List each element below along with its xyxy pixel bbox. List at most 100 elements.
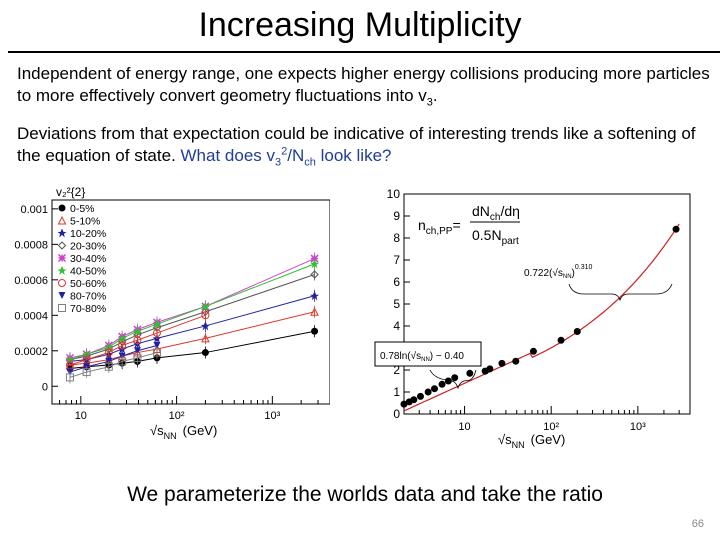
v2-data-point: [104, 362, 113, 371]
multiplicity-ylabel: nch,PP= dNch/dη 0.5Npart: [418, 203, 520, 247]
multiplicity-ytick-label: 1: [393, 385, 400, 399]
v2-legend-label: 20-30%: [70, 241, 106, 253]
v2-data-point: [133, 336, 142, 345]
v2-legend-label: 30-40%: [70, 253, 106, 265]
multiplicity-data-point: [416, 392, 424, 400]
v2-data-point: [310, 259, 320, 269]
v2-data-point: [65, 373, 74, 382]
v2-chart-ytick-label: 0: [42, 381, 48, 393]
question-sub: 3: [275, 156, 282, 169]
v2-series-line: [69, 263, 315, 361]
v2-legend-marker: [57, 266, 67, 275]
paragraph-energy: Independent of energy range, one expects…: [17, 63, 717, 108]
v2-data-point: [310, 291, 320, 301]
multiplicity-data-point: [512, 357, 520, 365]
v2-data-point: [200, 321, 210, 331]
title-divider: [8, 51, 720, 53]
svg-text:0.722(√sNN)0.310: 0.722(√sNN)0.310: [524, 264, 593, 280]
multiplicity-ytick-label: 10: [387, 187, 401, 201]
v2-chart-xtick-label: 10: [75, 410, 87, 422]
multiplicity-data-point: [573, 328, 581, 335]
multiplicity-data-point: [431, 385, 439, 393]
multiplicity-xtick-label: 10²: [543, 421, 559, 433]
v2-data-point: [132, 326, 142, 336]
v2-legend-label: 40-50%: [70, 266, 106, 278]
v2-legend-marker: [58, 279, 66, 287]
multiplicity-xtick-label: 10³: [630, 421, 646, 433]
v2-data-point: [310, 270, 319, 279]
v2-series-line: [69, 344, 158, 373]
paragraph-energy-text: Independent of energy range, one expects…: [17, 64, 710, 105]
multiplicity-ytick-label: 4: [393, 319, 400, 333]
multiplicity-data-point: [529, 347, 537, 355]
v2-data-point: [201, 311, 210, 320]
svg-text:0.78ln(√sNN) − 0.40: 0.78ln(√sNN) − 0.40: [380, 350, 464, 363]
v2-chart-ytick-label: 0.0002: [14, 346, 48, 358]
slide-title: Increasing Multiplicity: [198, 6, 522, 44]
multiplicity-ytick-label: 6: [393, 275, 400, 289]
v2-legend-label: 0-5%: [70, 203, 95, 215]
v2-chart-ylabel: v₂²{2}: [56, 185, 85, 199]
v2-chart-xtick-label: 10³: [264, 410, 280, 422]
multiplicity-ytick-label: 7: [393, 253, 400, 267]
multiplicity-data-point: [557, 336, 565, 344]
multiplicity-data-point: [451, 374, 459, 382]
multiplicity-data-point: [672, 225, 680, 233]
conclusion-text: We parameterize the worlds data and take…: [127, 483, 603, 506]
v2-legend-label: 50-60%: [70, 278, 106, 290]
v2-data-point: [133, 347, 141, 355]
multiplicity-data-point: [438, 380, 446, 388]
v2-data-point: [152, 319, 162, 329]
multiplicity-chart-xlabel: √sNN (GeV): [498, 432, 565, 450]
multiplicity-data-point: [498, 359, 506, 367]
v2-legend-marker: [58, 304, 66, 312]
v2-chart-frame: [51, 199, 330, 405]
v2-legend-label: 80-70%: [70, 291, 106, 303]
v2-series-line: [69, 295, 315, 362]
multiplicity-ytick-label: 5: [393, 297, 400, 311]
v2-data-point: [310, 307, 319, 316]
v2-chart-xlabel: √sNN (GeV): [150, 423, 217, 441]
multiplicity-xtick-label: 10: [458, 421, 470, 433]
v2-series-line: [69, 274, 315, 361]
question-end: look like?: [315, 146, 392, 165]
v2-chart-ytick-label: 0.0004: [14, 310, 48, 322]
multiplicity-ytick-label: 2: [393, 363, 400, 377]
multiplicity-data-point: [444, 377, 452, 385]
v2-data-point: [200, 301, 210, 311]
v2-data-point: [201, 333, 210, 343]
multiplicity-data-point: [400, 400, 408, 408]
question-sup: 2: [281, 145, 288, 158]
v2-data-point: [152, 329, 161, 338]
v2-legend-marker: [58, 204, 66, 212]
multiplicity-data-point: [466, 369, 474, 377]
question-text: What does v32/Nch look like?: [180, 145, 392, 169]
multiplicity-ytick-label: 8: [393, 231, 400, 245]
v2-legend-label: 70-80%: [70, 303, 106, 315]
v2-data-point: [201, 349, 209, 357]
v2-data-point: [118, 357, 127, 366]
v2-data-point: [133, 353, 142, 362]
v2-data-point: [82, 368, 91, 377]
svg-text:0.5Npart: 0.5Npart: [472, 227, 519, 247]
multiplicity-ytick-label: 0: [393, 407, 400, 421]
svg-text:dNch/dη: dNch/dη: [472, 203, 520, 223]
paragraph-deviations: Deviations from that expectation could b…: [17, 123, 717, 169]
v2-data-point: [153, 341, 161, 349]
v2-legend-label: 10-20%: [70, 228, 106, 240]
v2-legend-marker: [57, 228, 67, 238]
v2-legend-marker: [57, 241, 67, 250]
fit-upper-annotation: 0.722(√sNN)0.310: [524, 264, 673, 302]
v2-data-point: [117, 333, 127, 343]
v2-chart-ytick-label: 0.001: [20, 204, 48, 216]
v2-legend-label: 5-10%: [70, 216, 100, 228]
v2-chart: v₂²{2} 0 0.0002 0.0004 0.0006 0.0008 0.001 10…: [14, 185, 330, 441]
multiplicity-fit-curve: [403, 223, 680, 412]
v2-chart-ytick-label: 0.0008: [14, 239, 48, 251]
question-pre: What does v: [180, 146, 276, 165]
multiplicity-data-point: [410, 396, 418, 404]
v2-legend-marker: [57, 215, 67, 225]
fit-lower-annotation: 0.78ln(√sNN) − 0.40: [374, 341, 482, 390]
paragraph-deviations-text: Deviations from that expectation could b…: [17, 124, 696, 165]
